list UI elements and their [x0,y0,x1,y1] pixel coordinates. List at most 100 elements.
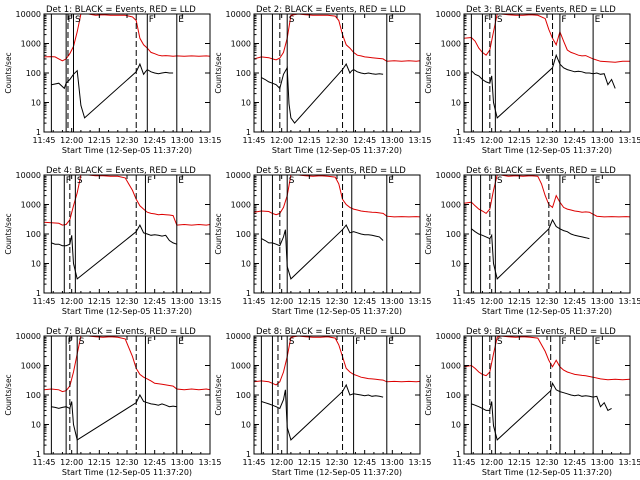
x-tick-label: 12:45 [563,297,586,306]
panel-data [254,336,420,441]
y-tick-label: 10 [241,260,251,269]
y-tick-label: 1 [246,128,251,137]
panel-data [44,336,210,441]
plot-frame [463,335,631,455]
x-tick-label: 12:30 [535,136,558,145]
y-tick-label: 1000 [441,201,461,210]
y-axis-label: Counts/sec [214,213,223,254]
y-axis-label: Counts/sec [424,52,433,93]
panel-title: Det 1: BLACK = Events, RED = LLD [46,5,196,15]
x-tick-label: 12:45 [563,136,586,145]
panel-data [464,336,630,441]
time-marker-label: E [595,176,601,186]
x-tick-label: 12:00 [480,297,503,306]
panel-data [44,175,210,280]
y-axis-label: Counts/sec [214,374,223,415]
panel-title: Det 5: BLACK = Events, RED = LLD [256,166,406,176]
y-tick-label: 10 [31,260,41,269]
x-tick-label: 11:45 [32,458,55,467]
lld-series-line [254,175,420,218]
y-tick-label: 10 [451,421,461,430]
x-tick-label: 12:45 [143,136,166,145]
x-tick-label: 12:45 [143,297,166,306]
plot-frame [253,13,421,133]
y-tick-label: 1 [456,128,461,137]
panel-data [254,175,420,280]
x-axis-label: Start Time (12-Sep-05 11:37:20) [272,468,402,477]
time-marker-label: F [561,337,566,347]
x-tick-label: 12:15 [508,297,531,306]
y-tick-label: 1 [246,289,251,298]
y-tick-label: 1 [36,450,41,459]
y-tick-label: 10000 [16,10,41,19]
time-marker-label: S [79,337,85,347]
x-tick-label: 11:45 [452,297,475,306]
y-tick-label: 100 [446,391,461,400]
x-tick-label: 13:00 [171,458,194,467]
y-tick-label: 1000 [441,362,461,371]
panel-data [44,14,210,119]
y-tick-label: 1000 [231,362,251,371]
x-tick-label: 13:15 [408,297,431,306]
x-axis-label: Start Time (12-Sep-05 11:37:20) [272,146,402,155]
x-tick-label: 12:15 [508,136,531,145]
time-marker-label: S [75,15,81,25]
x-tick-label: 13:00 [171,297,194,306]
events-series-line [51,224,177,280]
y-tick-label: 1000 [21,201,41,210]
y-tick-label: 1 [36,128,41,137]
y-tick-label: 1 [246,450,251,459]
time-marker-label: S [77,176,83,186]
y-tick-label: 1000 [21,40,41,49]
x-tick-label: 12:15 [88,458,111,467]
x-tick-label: 13:00 [381,136,404,145]
time-marker-label: F [66,176,71,186]
y-tick-label: 1 [456,289,461,298]
time-marker-label: E [178,337,184,347]
lld-series-line [464,175,630,218]
x-tick-label: 11:45 [242,458,265,467]
time-marker-label: F [561,15,566,25]
x-tick-label: 12:30 [115,458,138,467]
y-tick-label: 100 [236,230,251,239]
y-tick-label: 10 [31,99,41,108]
y-axis-label: Counts/sec [4,213,13,254]
lld-series-line [254,336,420,386]
y-axis-label: Counts/sec [4,374,13,415]
y-tick-label: 10000 [16,332,41,341]
panel-data [254,14,420,124]
time-marker-label: E [388,15,394,25]
x-tick-label: 12:30 [535,297,558,306]
x-tick-label: 13:00 [591,136,614,145]
events-series-line [471,53,616,119]
x-tick-label: 12:15 [298,458,321,467]
x-tick-label: 11:45 [452,458,475,467]
time-marker-label: F [355,337,360,347]
y-tick-label: 1000 [441,40,461,49]
plot-frame [253,174,421,294]
y-tick-label: 100 [26,69,41,78]
x-tick-label: 12:15 [298,136,321,145]
x-tick-label: 11:45 [32,297,55,306]
x-tick-label: 12:00 [480,458,503,467]
x-tick-label: 13:15 [198,297,221,306]
plot-frame [43,335,211,455]
x-tick-label: 12:00 [480,136,503,145]
events-series-line [51,393,177,441]
events-series-line [261,383,384,441]
y-tick-label: 100 [26,391,41,400]
time-marker-label: S [497,337,503,347]
y-tick-label: 100 [26,230,41,239]
y-tick-label: 10000 [226,171,251,180]
time-marker-label: F [68,15,73,25]
y-tick-label: 1000 [231,40,251,49]
panel-data [464,175,630,280]
y-axis-label: Counts/sec [214,52,223,93]
time-marker-label: S [497,15,503,25]
x-axis-label: Start Time (12-Sep-05 11:37:20) [62,146,192,155]
